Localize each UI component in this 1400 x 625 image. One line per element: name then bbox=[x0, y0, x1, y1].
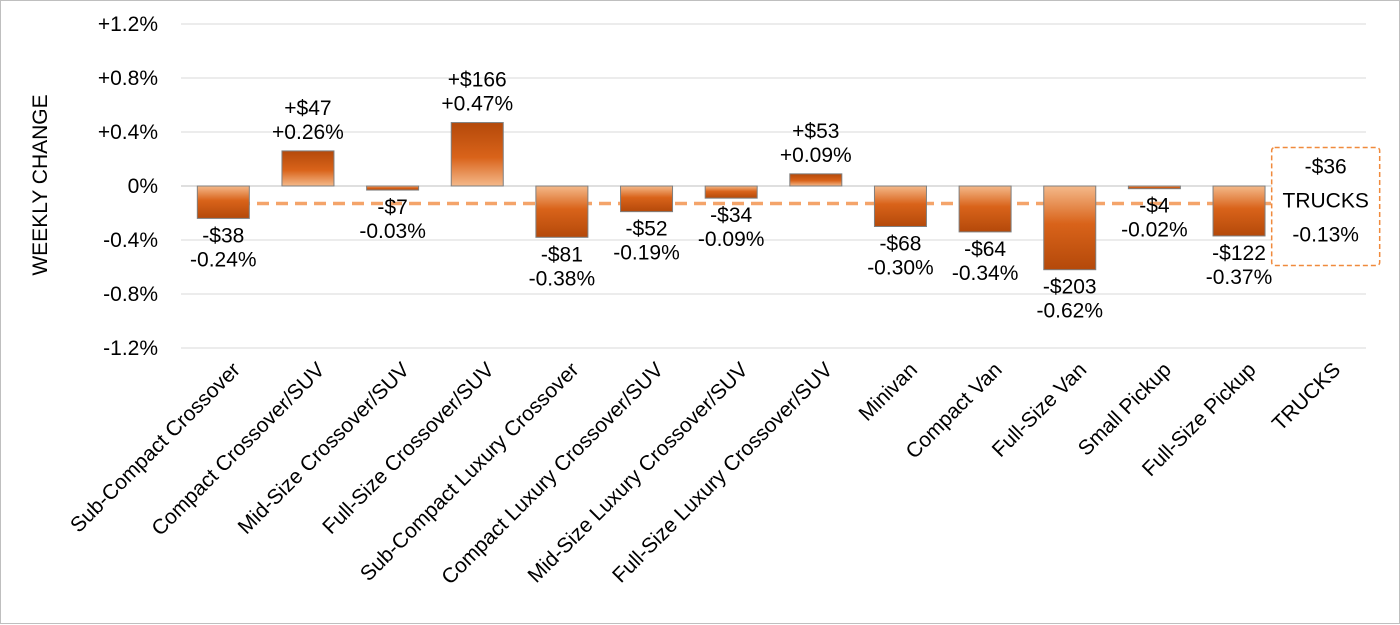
percent-label: +0.26% bbox=[272, 121, 344, 144]
dollar-label: -$52 bbox=[626, 218, 668, 241]
dollar-label: +$166 bbox=[448, 69, 507, 92]
percent-label: -0.03% bbox=[359, 220, 426, 243]
percent-label: -0.24% bbox=[190, 248, 257, 271]
bars bbox=[196, 122, 1266, 271]
percent-label: -0.38% bbox=[529, 267, 596, 290]
y-axis-title: WEEKLY CHANGE bbox=[29, 94, 52, 275]
bar bbox=[873, 185, 927, 227]
y-tick-label: +0.8% bbox=[98, 67, 158, 90]
bar bbox=[281, 150, 335, 187]
dollar-label: -$122 bbox=[1212, 242, 1266, 265]
gridlines bbox=[181, 23, 1366, 349]
dollar-label: -$38 bbox=[202, 224, 244, 247]
percent-label: -0.02% bbox=[1121, 219, 1188, 242]
average-label-line: -$36 bbox=[1305, 156, 1347, 179]
dollar-label: +$53 bbox=[792, 120, 839, 143]
dollar-label: -$7 bbox=[377, 196, 407, 219]
dollar-label: -$4 bbox=[1139, 195, 1170, 218]
dollar-label: +$47 bbox=[284, 97, 331, 120]
data-labels: -$38-0.24% +$47+0.26% -$7-0.03% +$166+0.47%… bbox=[190, 69, 1381, 323]
category-label: Full-Size Crossover/SUV bbox=[318, 358, 498, 538]
percent-label: -0.37% bbox=[1206, 266, 1273, 289]
bar bbox=[535, 185, 589, 238]
dollar-label: -$64 bbox=[964, 238, 1006, 261]
percent-label: -0.19% bbox=[613, 242, 680, 265]
y-tick-label: -1.2% bbox=[103, 337, 158, 360]
bar bbox=[1043, 185, 1097, 271]
average-label-line: TRUCKS bbox=[1283, 190, 1369, 213]
bar bbox=[704, 185, 758, 199]
y-tick-label: -0.4% bbox=[103, 229, 158, 252]
bar bbox=[450, 122, 504, 187]
bar bbox=[196, 185, 250, 219]
y-tick-label: +1.2% bbox=[98, 13, 158, 36]
category-label: Compact Crossover/SUV bbox=[147, 358, 329, 540]
dollar-label: -$34 bbox=[710, 204, 752, 227]
category-label: TRUCKS bbox=[1268, 358, 1345, 435]
bar bbox=[366, 185, 420, 191]
percent-label: -0.30% bbox=[867, 257, 934, 280]
percent-label: -0.62% bbox=[1036, 300, 1103, 323]
average-label-box bbox=[1270, 146, 1381, 267]
dollar-label: -$81 bbox=[541, 243, 583, 266]
y-tick-label: +0.4% bbox=[98, 121, 158, 144]
category-label: Sub-Compact Crossover bbox=[66, 358, 245, 537]
category-label: Minivan bbox=[855, 358, 922, 425]
average-label-line: -0.13% bbox=[1292, 224, 1359, 247]
category-label: Mid-Size Crossover/SUV bbox=[234, 358, 414, 538]
percent-label: -0.09% bbox=[698, 228, 765, 251]
percent-label: +0.47% bbox=[441, 93, 513, 116]
bar bbox=[1127, 185, 1181, 190]
y-axis-ticks: +1.2% +0.8% +0.4% 0% -0.4% -0.8% -1.2% bbox=[98, 13, 158, 360]
dollar-label: -$203 bbox=[1043, 276, 1097, 299]
bar bbox=[958, 185, 1012, 233]
y-tick-label: 0% bbox=[128, 175, 158, 198]
bar bbox=[620, 185, 674, 213]
bar bbox=[789, 173, 843, 187]
dollar-label: -$68 bbox=[879, 233, 921, 256]
y-tick-label: -0.8% bbox=[103, 283, 158, 306]
percent-label: -0.34% bbox=[952, 262, 1019, 285]
percent-label: +0.09% bbox=[780, 144, 852, 167]
bar bbox=[1212, 185, 1266, 237]
